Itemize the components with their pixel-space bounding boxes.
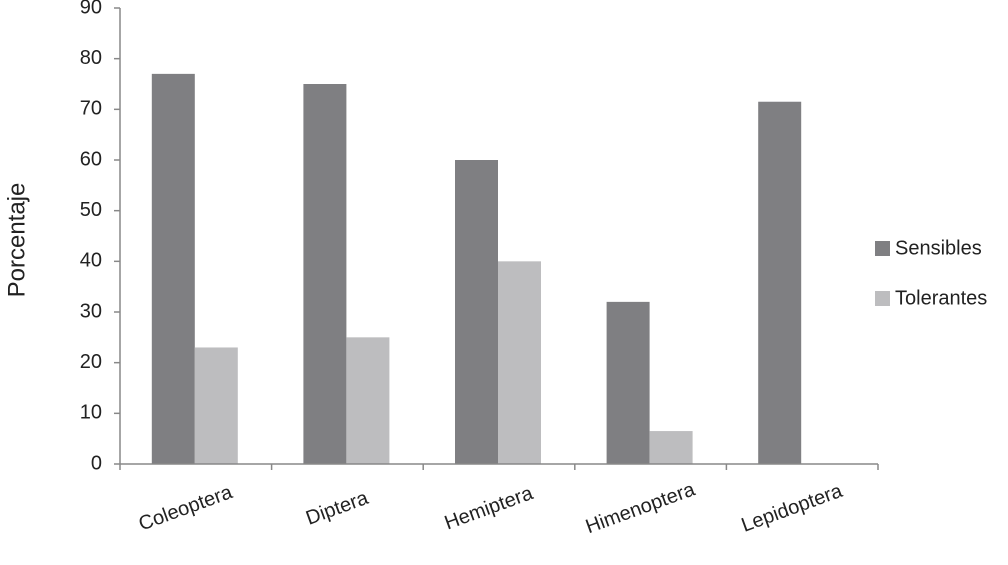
y-tick-label: 40: [80, 250, 102, 272]
y-tick-label: 90: [80, 0, 102, 18]
y-tick-label: 20: [80, 351, 102, 373]
y-tick-label: 30: [80, 300, 102, 322]
bar: [606, 301, 650, 464]
x-tick-label: Hemiptera: [442, 482, 537, 535]
y-tick-label: 50: [80, 199, 102, 221]
y-tick-label: 70: [80, 98, 102, 120]
legend-label: Sensibles: [895, 237, 982, 259]
bar: [346, 337, 390, 464]
x-tick-label: Lepidoptera: [739, 480, 847, 537]
y-tick-label: 10: [80, 402, 102, 424]
x-tick-label: Himenoptera: [583, 478, 699, 538]
y-tick-label: 0: [91, 452, 102, 474]
legend-swatch: [875, 241, 890, 256]
bar: [455, 160, 498, 464]
bar: [649, 431, 693, 464]
x-tick-label: Diptera: [303, 487, 372, 530]
y-tick-label: 80: [80, 47, 102, 69]
y-tick-label: 60: [80, 148, 102, 170]
bar: [758, 101, 802, 464]
x-tick-label: Coleoptera: [136, 481, 236, 535]
y-axis-label: Porcentaje: [3, 183, 30, 298]
bar: [303, 84, 347, 464]
bar: [151, 73, 195, 464]
bar: [194, 347, 238, 464]
bar: [498, 261, 541, 464]
legend-label: Tolerantes: [895, 287, 987, 309]
legend-swatch: [875, 291, 890, 306]
